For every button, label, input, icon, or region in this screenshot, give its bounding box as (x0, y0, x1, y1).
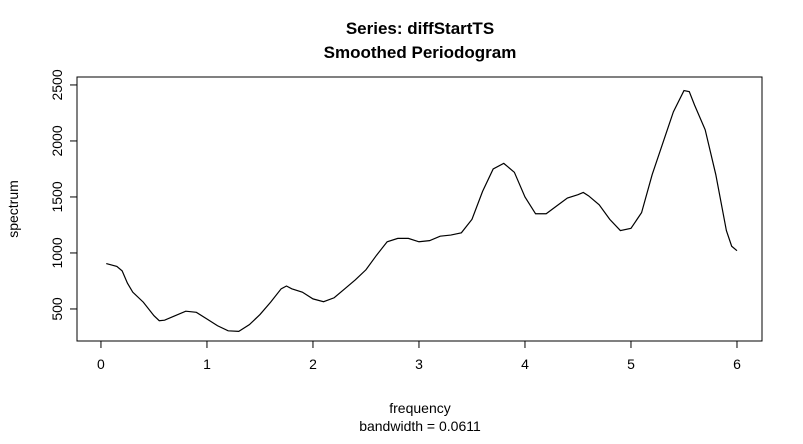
x-tick-label: 4 (521, 356, 529, 372)
y-tick-label: 2500 (49, 69, 65, 100)
spectrum-line (106, 89, 738, 332)
x-tick-label: 3 (415, 356, 423, 372)
y-tick-label: 500 (49, 297, 65, 321)
x-tick-label: 1 (203, 356, 211, 372)
y-tick-label: 1000 (49, 237, 65, 268)
x-axis-label: frequency (389, 400, 450, 416)
chart-title: Series: diffStartTS (346, 19, 494, 38)
x-tick-label: 6 (733, 356, 741, 372)
x-axis-sublabel: bandwidth = 0.0611 (359, 418, 481, 434)
y-tick-label: 1500 (49, 181, 65, 212)
chart-subtitle: Smoothed Periodogram (324, 43, 517, 62)
y-tick-label: 2000 (49, 125, 65, 156)
plot-box (76, 76, 763, 342)
x-tick-label: 5 (627, 356, 635, 372)
x-tick-label: 0 (97, 356, 105, 372)
y-axis-label: spectrum (5, 180, 21, 238)
x-tick-label: 2 (309, 356, 317, 372)
